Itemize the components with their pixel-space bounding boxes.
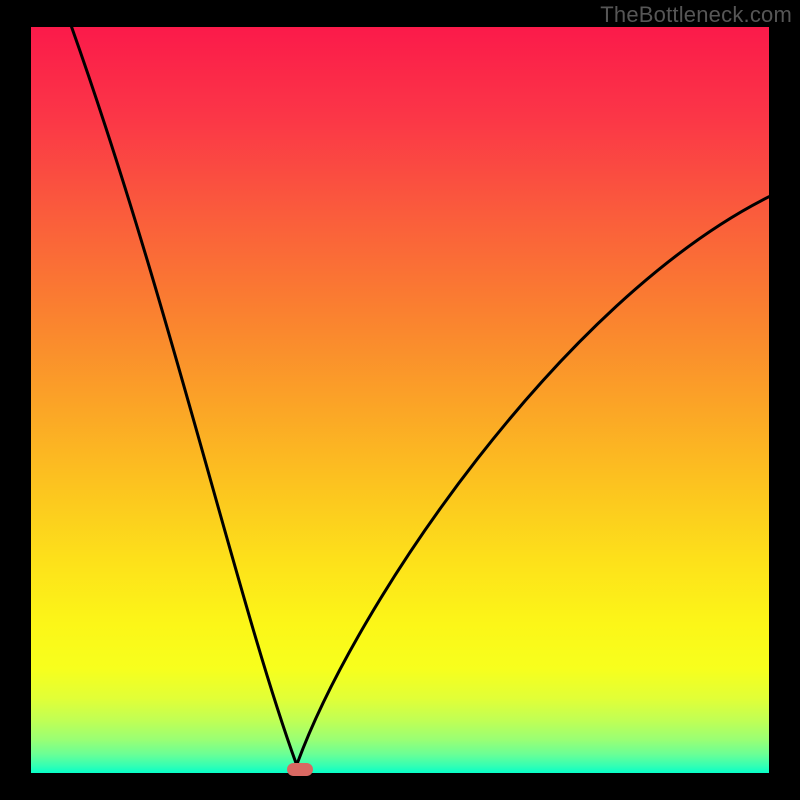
chart-frame: TheBottleneck.com [0, 0, 800, 800]
bottleneck-curve [31, 27, 769, 765]
curve-path [72, 27, 769, 765]
optimum-marker [287, 763, 313, 776]
plot-area [31, 27, 769, 773]
watermark-text: TheBottleneck.com [600, 2, 792, 28]
